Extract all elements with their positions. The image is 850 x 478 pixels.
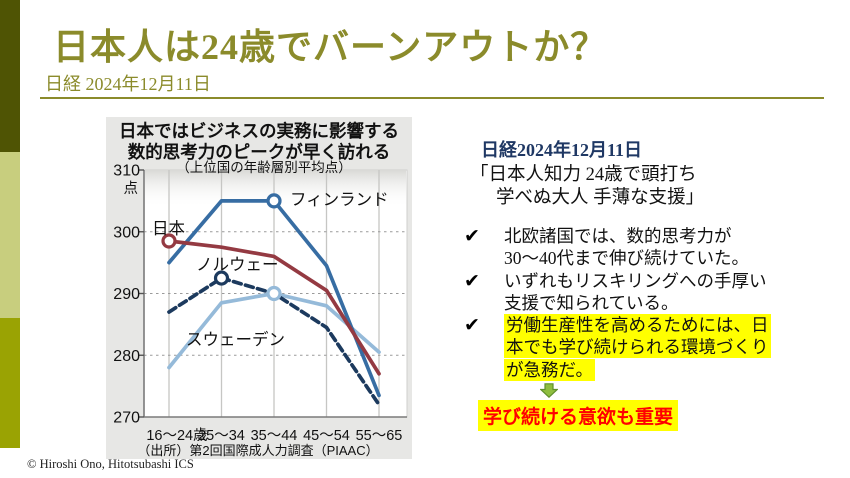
slide-subtitle: 日経 2024年12月11日 [45, 74, 211, 94]
chart-marker-finland [266, 193, 282, 209]
x-tick-label: 25～34 [198, 428, 245, 444]
sidebar-accent-light [0, 152, 20, 318]
y-tick-label: 280 [113, 348, 140, 365]
series-label-sweden: スウェーデン [186, 329, 285, 349]
chart-title-line1: 日本ではビジネスの実務に影響する [119, 121, 399, 141]
bullet-text: いずれもリスキリングへの手厚い 支援で知られている。 [504, 270, 767, 313]
x-tick-label: 16～24歳 [146, 427, 207, 444]
bullet-list: ✔ 北欧諸国では、数的思考力が 30～40代まで伸び続けていた。 ✔ いずれもリスキリン… [452, 225, 842, 381]
check-icon: ✔ [464, 314, 480, 337]
y-tick-label: 310 [113, 163, 140, 180]
chart-subtitle: （上位国の年齢層別平均点） [176, 160, 352, 175]
y-tick-label: 300 [113, 224, 140, 241]
chart-source: （出所）第2回国際成人力調査（PIAAC） [137, 443, 378, 458]
check-icon: ✔ [464, 225, 480, 247]
sidebar-accent-dark [0, 0, 20, 152]
annotation-panel: 日経2024年12月11日 「日本人知力 24歳で頭打ち 学べぬ大人 手薄な支援… [452, 138, 842, 432]
chart-marker-norway [213, 270, 230, 286]
newspaper-chart-clipping: 310 300 290 280 270 点スウェーデン フィンランド日本 ノルウェー 16～24… [106, 117, 412, 459]
bullet-item: ✔ 労働生産性を高めるためには、日 本でも学び続けられる環境づくり が急務だ。 [452, 314, 842, 381]
x-tick-label: 55～65 [356, 428, 403, 444]
y-tick-label: 270 [113, 410, 140, 427]
sidebar-accent-mid [0, 318, 20, 448]
series-label-finland: フィンランド [290, 191, 389, 209]
chart-title-line2: 数的思考力のピークが早く訪れる [128, 142, 391, 162]
y-tick-label: 290 [113, 286, 140, 303]
bullet-text: 労働生産性を高めるためには、日 本でも学び続けられる環境づくり が急務だ。 [504, 314, 771, 381]
bullet-item: ✔ 北欧諸国では、数的思考力が 30～40代まで伸び続けていた。 [452, 225, 842, 270]
x-tick-label: 35～44 [251, 428, 298, 444]
conclusion-badge: 学び続ける意欲も重要 [478, 400, 679, 432]
arrow-wrap [539, 383, 842, 399]
article-quote-line1: 「日本人知力 24歳で頭打ち [470, 165, 697, 185]
title-divider [40, 97, 824, 99]
series-label-japan: 日本 [152, 219, 185, 238]
y-unit-label: 点 [124, 180, 139, 197]
page-title: 日本人は24歳でバーンアウトか？ [53, 27, 608, 67]
copyright: © Hiroshi Ono, Hitotsubashi ICS [27, 457, 194, 471]
article-date-heading: 日経2024年12月11日 [481, 140, 643, 160]
down-arrow-icon [539, 383, 559, 399]
down-arrow-shape [539, 383, 559, 399]
bullet-item: ✔ いずれもリスキリングへの手厚い 支援で知られている。 [452, 270, 842, 315]
x-tick-label: 45～54 [303, 428, 350, 444]
check-icon: ✔ [464, 269, 480, 292]
article-quote-line2: 学べぬ大人 手薄な支援」 [496, 187, 705, 208]
chart-marker-sweden [266, 285, 282, 302]
bullet-text: 北欧諸国では、数的思考力が 30～40代まで伸び続けていた。 [504, 226, 749, 269]
chart-line-japan [167, 239, 381, 376]
chart-marker-japan [161, 233, 177, 249]
series-label-norway: ノルウェー [196, 255, 279, 274]
